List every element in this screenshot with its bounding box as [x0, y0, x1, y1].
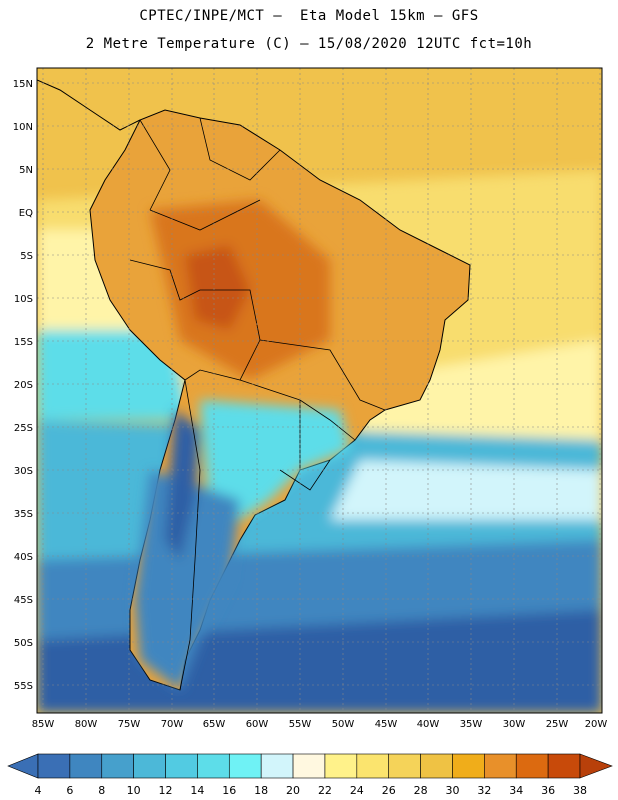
colorbar-label: 22	[318, 784, 332, 797]
map-area	[37, 68, 602, 713]
lon-label: 55W	[289, 719, 312, 730]
lat-label: 25S	[14, 423, 33, 434]
colorbar-label: 36	[541, 784, 555, 797]
colorbar-low-arrow	[7, 753, 39, 779]
land-peak-zone	[185, 245, 250, 330]
colorbar-swatch	[228, 753, 262, 779]
colorbar-labels: 4 6 8 10 12 14 16 18 20 22 24 26 28 30 32 34 36 38	[35, 784, 588, 797]
colorbar-label: 6	[66, 784, 73, 797]
colorbar-label: 10	[127, 784, 141, 797]
colorbar-label: 30	[445, 784, 459, 797]
colorbar-label: 26	[382, 784, 396, 797]
colorbar-swatch	[133, 753, 166, 779]
colorbar-label: 4	[35, 784, 42, 797]
colorbar-high-arrow	[579, 753, 613, 779]
colorbar-swatch	[101, 753, 134, 779]
ocean-pale-band	[330, 460, 602, 520]
land-cool-south	[200, 400, 350, 520]
lat-label: 5N	[19, 165, 33, 176]
lat-label: 15N	[13, 79, 33, 90]
lon-label: 75W	[118, 719, 141, 730]
map-frame	[36, 67, 603, 714]
lon-label: 45W	[375, 719, 398, 730]
colorbar-swatch	[420, 753, 453, 779]
colorbar: 4 6 8 10 12 14 16 18 20 22 24 26 28 30 32 34 36 38	[7, 753, 613, 797]
colorbar-swatch	[484, 753, 517, 779]
colorbar-swatch	[547, 753, 581, 779]
colorbar-swatch	[260, 753, 294, 779]
lat-label: 15S	[14, 337, 33, 348]
lat-label: 50S	[14, 638, 33, 649]
lat-label: 30S	[14, 466, 33, 477]
colorbar-label: 12	[159, 784, 173, 797]
colorbar-label: 16	[222, 784, 236, 797]
colorbar-label: 28	[414, 784, 428, 797]
andes-cold-strip	[165, 410, 200, 560]
colorbar-swatch	[165, 753, 198, 779]
colorbar-swatch	[324, 753, 358, 779]
colorbar-swatch	[356, 753, 390, 779]
pacific-cool-zone	[37, 330, 190, 420]
colorbar-swatch	[452, 753, 485, 779]
lon-label: 50W	[332, 719, 355, 730]
colorbar-swatch	[292, 753, 326, 779]
colorbar-swatches	[37, 753, 581, 779]
lon-label: 70W	[161, 719, 184, 730]
colorbar-swatch	[69, 753, 103, 779]
lon-label: 25W	[546, 719, 569, 730]
grid-lines	[37, 68, 602, 713]
colorbar-label: 8	[98, 784, 105, 797]
lat-label: 40S	[14, 552, 33, 563]
colorbar-label: 24	[350, 784, 364, 797]
lat-label: 10N	[13, 122, 33, 133]
lat-label: 35S	[14, 509, 33, 520]
lat-label: 45S	[14, 595, 33, 606]
lat-label: 20S	[14, 380, 33, 391]
colorbar-swatch	[37, 753, 71, 779]
lon-label: 40W	[417, 719, 440, 730]
lon-label: 85W	[32, 719, 55, 730]
colorbar-label: 18	[254, 784, 268, 797]
lon-label: 60W	[246, 719, 269, 730]
title-line-model: CPTEC/INPE/MCT – Eta Model 15km – GFS	[139, 8, 479, 24]
latitude-labels: 15N 10N 5N EQ 5S 10S 15S 20S 25S 30S 35S…	[13, 79, 33, 692]
colorbar-swatch	[197, 753, 230, 779]
colorbar-swatch	[515, 753, 549, 779]
lon-label: 35W	[460, 719, 483, 730]
colorbar-label: 34	[509, 784, 523, 797]
lon-label: 30W	[503, 719, 526, 730]
longitude-labels: 85W 80W 75W 70W 65W 60W 55W 50W 45W 40W …	[32, 719, 608, 730]
colorbar-label: 38	[573, 784, 587, 797]
lat-label: 55S	[14, 681, 33, 692]
lat-label: EQ	[19, 208, 33, 219]
colorbar-label: 14	[190, 784, 204, 797]
lon-label: 65W	[203, 719, 226, 730]
lon-label: 80W	[75, 719, 98, 730]
title-line-variable: 2 Metre Temperature (C) – 15/08/2020 12U…	[85, 36, 533, 52]
lon-label: 20W	[585, 719, 608, 730]
lat-label: 10S	[14, 294, 33, 305]
colorbar-swatch	[388, 753, 421, 779]
lat-label: 5S	[20, 251, 33, 262]
colorbar-label: 20	[286, 784, 300, 797]
central-america-coast	[37, 79, 141, 131]
country-borders	[129, 117, 386, 691]
colorbar-label: 32	[477, 784, 491, 797]
